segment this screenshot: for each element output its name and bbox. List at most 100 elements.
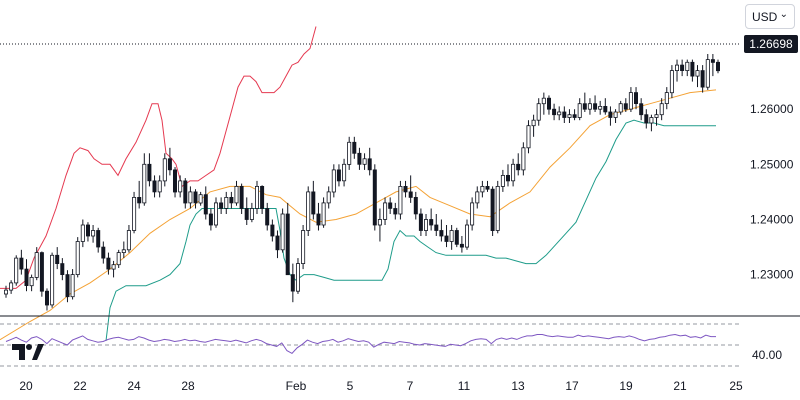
- time-tick-label: 19: [619, 379, 633, 393]
- candle: [239, 183, 244, 214]
- candle: [183, 178, 188, 209]
- lower-band-line: [105, 119, 716, 341]
- candle: [244, 197, 249, 225]
- candle: [449, 225, 454, 250]
- candle: [29, 274, 34, 292]
- candle: [9, 280, 14, 294]
- candle: [152, 175, 157, 198]
- time-tick-label: 24: [127, 379, 141, 393]
- candle: [311, 180, 316, 220]
- currency-select[interactable]: USD ⌄: [745, 4, 795, 29]
- candle: [669, 65, 674, 99]
- candle: [178, 175, 183, 198]
- candle: [34, 247, 39, 281]
- candle: [280, 208, 285, 253]
- candle: [639, 98, 644, 121]
- candle: [454, 227, 459, 248]
- candle: [260, 185, 265, 214]
- candle: [208, 208, 213, 231]
- candle: [306, 186, 311, 236]
- candle: [577, 98, 582, 121]
- time-tick-label: 21: [673, 379, 687, 393]
- candle: [562, 106, 567, 123]
- candle: [167, 147, 172, 176]
- candle: [91, 225, 96, 243]
- candle: [495, 180, 500, 234]
- candle: [459, 236, 464, 253]
- currency-value: USD: [752, 9, 778, 24]
- candle: [608, 106, 613, 126]
- candle: [536, 98, 541, 126]
- candle: [654, 109, 659, 126]
- candle: [444, 225, 449, 248]
- candle: [352, 136, 357, 159]
- basis-line: [0, 89, 717, 341]
- time-tick-label: 28: [181, 379, 195, 393]
- candle: [60, 258, 65, 281]
- candle: [106, 252, 111, 275]
- candle: [552, 103, 557, 121]
- price-tick-label: 1.23000: [750, 268, 794, 282]
- candle: [229, 191, 234, 209]
- candle: [644, 109, 649, 129]
- candle: [162, 153, 167, 187]
- time-tick-label: 25: [729, 379, 743, 393]
- candle: [249, 202, 254, 223]
- candle: [403, 180, 408, 198]
- candle: [96, 227, 101, 253]
- time-tick-label: 17: [565, 379, 579, 393]
- candle: [618, 100, 623, 115]
- candle: [710, 54, 715, 77]
- candle: [275, 230, 280, 259]
- candle: [342, 158, 347, 187]
- candle: [347, 136, 352, 170]
- time-axis: 20 22 24 28 Feb 5 7 11 13 17 19 21 25: [19, 379, 743, 393]
- candle: [188, 186, 193, 209]
- candle: [362, 153, 367, 170]
- candle: [511, 158, 516, 187]
- chevron-down-icon: ⌄: [779, 9, 788, 20]
- candle: [393, 202, 398, 220]
- candle: [485, 180, 490, 192]
- candle: [557, 106, 562, 121]
- candle: [86, 222, 91, 242]
- candle: [500, 169, 505, 192]
- candle: [193, 189, 198, 209]
- price-tick-label: 1.26000: [750, 102, 794, 116]
- candle: [326, 186, 331, 209]
- candle: [101, 241, 106, 264]
- candle: [50, 252, 55, 308]
- candle: [521, 142, 526, 176]
- candle: [39, 251, 44, 297]
- candle: [172, 167, 177, 198]
- candle: [75, 237, 80, 278]
- candle: [357, 147, 362, 170]
- candle: [388, 197, 393, 214]
- candle: [290, 263, 295, 303]
- candle: [516, 153, 521, 176]
- candle: [598, 100, 603, 115]
- price-axis: 1.23000 1.24000 1.25000 1.26000: [750, 102, 794, 281]
- candle: [19, 249, 24, 275]
- candle: [147, 153, 152, 187]
- candle: [664, 87, 669, 110]
- candle: [45, 288, 50, 311]
- candle: [628, 87, 633, 112]
- candle: [649, 114, 654, 132]
- candle: [70, 269, 75, 300]
- time-tick-label: 11: [458, 379, 471, 393]
- candle: [224, 191, 229, 214]
- candle: [116, 249, 121, 268]
- rsi-pane: [0, 323, 740, 367]
- candle: [55, 247, 60, 270]
- candle: [331, 164, 336, 198]
- candle: [295, 258, 300, 294]
- candle: [383, 197, 388, 225]
- time-tick-label: 20: [19, 379, 33, 393]
- candle: [372, 164, 377, 231]
- rsi-axis-label: 40.00: [752, 348, 782, 362]
- candle: [541, 92, 546, 115]
- candle: [505, 164, 510, 187]
- time-tick-label: 13: [511, 379, 525, 393]
